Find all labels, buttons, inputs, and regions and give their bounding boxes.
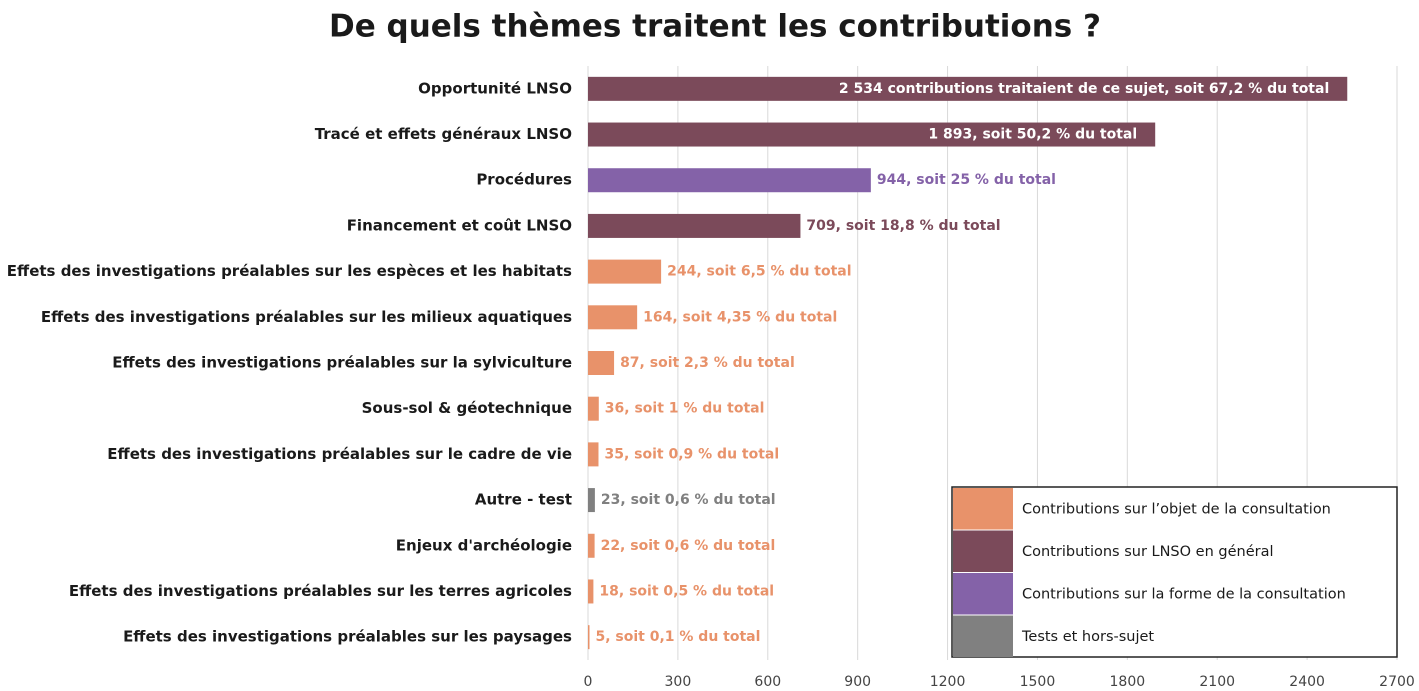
value-label: 2 534 contributions traitaient de ce suj… [839,81,1329,97]
chart-title: De quels thèmes traitent les contributio… [329,9,1101,45]
value-label: 709, soit 18,8 % du total [806,218,1000,234]
x-tick-label: 1200 [930,674,966,690]
value-label: 18, soit 0,5 % du total [599,583,774,599]
value-label: 164, soit 4,35 % du total [643,309,837,325]
y-tick-label: Procédures [476,171,572,189]
legend-label: Tests et hors-sujet [1021,629,1154,645]
bar [588,533,595,558]
bar [588,488,595,513]
bar [588,76,1348,101]
value-label: 5, soit 0,1 % du total [595,629,760,645]
bar [588,305,638,330]
bar [588,168,871,193]
x-tick-label: 1500 [1020,674,1056,690]
legend-swatch [953,573,1013,615]
value-label: 36, soit 1 % du total [605,401,765,417]
y-tick-label: Tracé et effets généraux LNSO [315,125,572,143]
value-label: 23, soit 0,6 % du total [601,492,776,508]
bar [588,442,599,467]
legend-label: Contributions sur LNSO en général [1022,544,1274,560]
y-tick-label: Autre - test [475,491,572,509]
x-tick-label: 2700 [1379,674,1415,690]
bar [588,579,594,604]
value-label: 22, soit 0,6 % du total [601,538,776,554]
y-tick-label: Sous-sol & géotechnique [362,399,572,417]
x-tick-label: 300 [665,674,692,690]
y-tick-label: Effets des investigations préalables sur… [112,354,572,372]
legend-swatch [953,488,1013,530]
legend-box [951,486,1398,658]
bar [588,122,1156,147]
value-label: 1 893, soit 50,2 % du total [928,127,1137,143]
legend-label: Contributions sur l’objet de la consulta… [1022,501,1331,517]
bar [588,396,599,421]
bar [588,259,662,284]
x-tick-label: 2100 [1199,674,1235,690]
y-tick-label: Effets des investigations préalables sur… [41,308,572,326]
y-tick-label: Effets des investigations préalables sur… [107,445,572,463]
x-tick-label: 1800 [1110,674,1146,690]
x-tick-label: 600 [754,674,781,690]
y-tick-label: Opportunité LNSO [418,79,572,97]
bar [588,351,615,375]
y-tick-label: Effets des investigations préalables sur… [69,582,572,600]
bar [588,625,590,650]
value-label: 87, soit 2,3 % du total [620,355,795,371]
legend-label: Contributions sur la forme de la consult… [1022,586,1346,602]
value-label: 944, soit 25 % du total [877,172,1056,188]
legend-swatch [953,615,1013,657]
x-tick-label: 2400 [1289,674,1325,690]
legend-swatch [953,530,1013,572]
y-tick-label: Effets des investigations préalables sur… [7,262,572,280]
y-tick-label: Effets des investigations préalables sur… [123,628,572,646]
x-tick-label: 900 [844,674,871,690]
value-label: 35, soit 0,9 % du total [604,446,779,462]
y-tick-label: Enjeux d'archéologie [396,536,572,554]
x-tick-label: 0 [584,674,593,690]
bar [588,213,801,238]
value-label: 244, soit 6,5 % du total [667,264,851,280]
y-tick-label: Financement et coût LNSO [347,216,572,234]
